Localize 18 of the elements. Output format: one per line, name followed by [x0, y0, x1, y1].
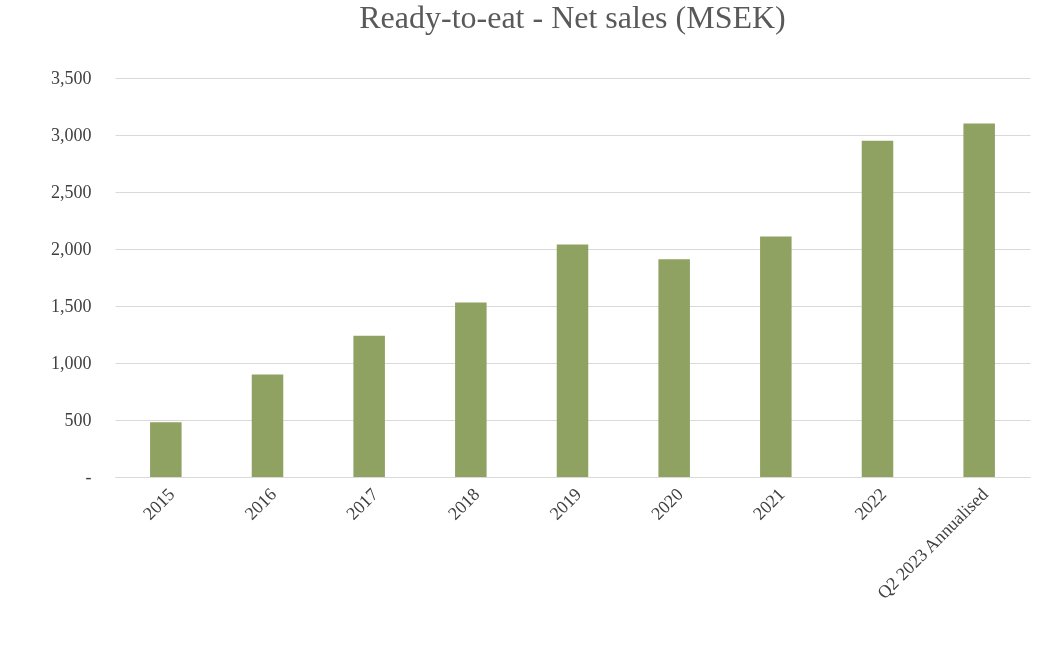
y-tick-label: 2,500: [51, 181, 92, 202]
y-tick-label: 2,000: [51, 238, 92, 259]
y-tick-label: 1,500: [51, 295, 92, 316]
bar: [150, 422, 182, 477]
bar: [353, 335, 385, 477]
y-tick-label: 3,000: [51, 124, 92, 145]
bar: [963, 123, 995, 477]
y-tick-label: 500: [64, 409, 92, 430]
bar: [760, 236, 792, 477]
bar: [556, 244, 589, 477]
bar: [658, 259, 690, 477]
y-tick-label: -: [85, 466, 92, 487]
bar: [861, 140, 894, 477]
chart-title: Ready-to-eat - Net sales (MSEK): [359, 0, 786, 35]
bar: [251, 374, 284, 477]
bar: [455, 302, 487, 477]
y-tick-label: 1,000: [51, 352, 92, 373]
y-tick-label: 3,500: [51, 67, 92, 88]
